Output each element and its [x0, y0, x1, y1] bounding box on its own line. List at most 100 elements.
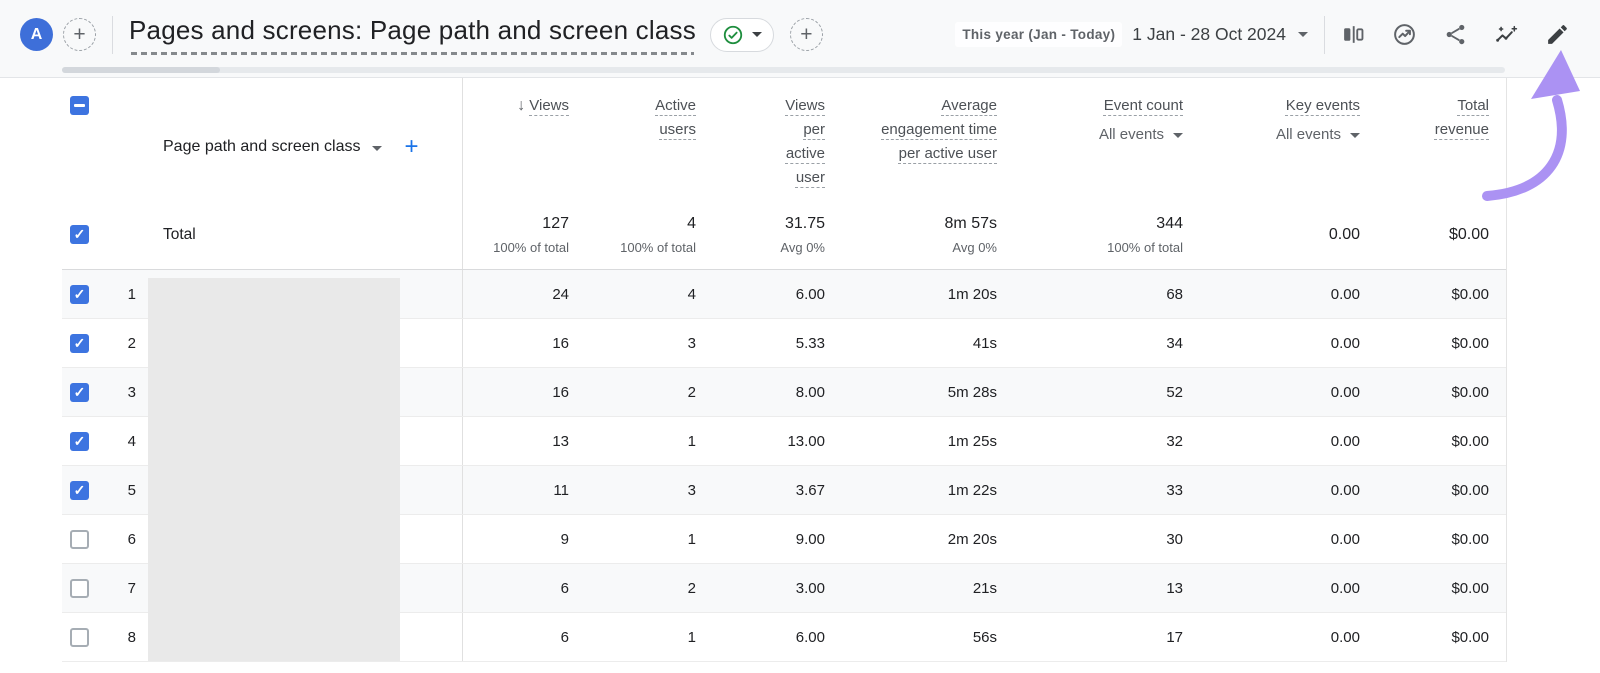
cell-views: 6: [560, 579, 569, 597]
key-events-filter-dropdown[interactable]: All events: [1197, 123, 1360, 147]
row-page-path: [149, 515, 463, 563]
check-circle-icon: [723, 25, 743, 44]
cell-key-events: 0.00: [1330, 383, 1360, 401]
row-checkbox-cell: [62, 284, 106, 304]
column-header-key-events[interactable]: Key events All events: [1197, 78, 1370, 200]
cell-avg-engagement: 41s: [972, 334, 997, 352]
sort-descending-icon: ↓: [517, 97, 526, 114]
cell-event-count: 52: [1166, 383, 1183, 401]
cell-key-events: 0.00: [1330, 579, 1360, 597]
cell-views-per-user: 8.00: [795, 383, 825, 401]
insights-icon[interactable]: [1392, 22, 1417, 47]
table-row: 8 6 1 6.00 56s 17 0.00 $0.00: [62, 613, 1506, 662]
cell-key-events: 0.00: [1330, 530, 1360, 548]
column-header-avg-engagement-time[interactable]: Average engagement time per active user: [881, 97, 997, 162]
column-header-views-per-active-user[interactable]: Views per active user: [785, 97, 825, 186]
add-card-button[interactable]: +: [789, 18, 823, 51]
row-index: 2: [127, 334, 136, 352]
total-views-per-active-user: 31.75 Avg 0%: [780, 214, 825, 255]
cell-event-count: 68: [1166, 285, 1183, 303]
cell-active-users: 1: [687, 530, 696, 548]
table-header-row: Page path and screen class + ↓ Views Acti…: [62, 78, 1506, 200]
cell-avg-engagement: 5m 28s: [947, 383, 997, 401]
header-divider: [112, 15, 113, 54]
select-all-checkbox[interactable]: [70, 96, 89, 116]
row-checkbox[interactable]: [70, 578, 89, 598]
row-checkbox[interactable]: [70, 480, 89, 500]
cell-views-per-user: 6.00: [795, 285, 825, 303]
row-index: 6: [127, 530, 136, 548]
row-index: 3: [127, 383, 136, 401]
row-index: 5: [127, 481, 136, 499]
date-range-selector[interactable]: 1 Jan - 28 Oct 2024: [1132, 24, 1286, 44]
comparison-icon[interactable]: [1341, 22, 1366, 47]
report-status-badge[interactable]: [709, 17, 774, 52]
row-checkbox-cell: [62, 382, 106, 402]
page-title: Pages and screens: Page path and screen …: [129, 15, 696, 55]
cell-event-count: 30: [1166, 530, 1183, 548]
cell-views: 11: [553, 481, 569, 499]
date-preset-label: This year (Jan - Today): [955, 22, 1123, 47]
cell-views-per-user: 3.67: [795, 481, 825, 499]
cell-revenue: $0.00: [1451, 530, 1489, 548]
row-page-path: [149, 564, 463, 612]
row-page-path: [149, 466, 463, 514]
table-row: 6 9 1 9.00 2m 20s 30 0.00 $0.00: [62, 515, 1506, 564]
total-views: 127 100% of total: [493, 214, 569, 255]
row-checkbox[interactable]: [70, 284, 89, 304]
dimension-header-cell: Page path and screen class +: [149, 78, 463, 200]
cell-key-events: 0.00: [1330, 628, 1360, 646]
cell-revenue: $0.00: [1451, 432, 1489, 450]
cell-key-events: 0.00: [1330, 481, 1360, 499]
horizontal-scrollbar[interactable]: [62, 67, 1505, 73]
dimension-header-label[interactable]: Page path and screen class: [163, 138, 361, 155]
insights-sparkle-icon[interactable]: [1494, 22, 1519, 47]
cell-active-users: 1: [687, 628, 696, 646]
column-header-views[interactable]: ↓ Views: [517, 97, 569, 114]
row-checkbox-cell: [62, 578, 106, 598]
cell-active-users: 2: [687, 383, 696, 401]
add-comparison-chip-button[interactable]: +: [63, 18, 96, 51]
cell-revenue: $0.00: [1451, 579, 1489, 597]
date-area: This year (Jan - Today) 1 Jan - 28 Oct 2…: [955, 15, 1570, 54]
row-page-path: [149, 319, 463, 367]
cell-active-users: 4: [687, 285, 696, 303]
cell-revenue: $0.00: [1451, 628, 1489, 646]
row-checkbox-cell: [62, 431, 106, 451]
total-checkbox[interactable]: [70, 225, 89, 244]
share-icon[interactable]: [1443, 22, 1468, 47]
row-checkbox[interactable]: [70, 333, 89, 353]
edit-icon[interactable]: [1545, 22, 1570, 47]
table-row: 2 16 3 5.33 41s 34 0.00 $0.00: [62, 319, 1506, 368]
cell-event-count: 32: [1166, 432, 1183, 450]
row-checkbox[interactable]: [70, 382, 89, 402]
table-row: 4 13 1 13.00 1m 25s 32 0.00 $0.00: [62, 417, 1506, 466]
avatar[interactable]: A: [20, 18, 53, 51]
table-total-row: Total 127 100% of total 4 100% of total …: [62, 200, 1506, 270]
row-checkbox[interactable]: [70, 627, 89, 647]
row-index: 7: [127, 579, 136, 597]
chevron-down-icon: [751, 32, 762, 37]
cell-views: 16: [552, 334, 569, 352]
chevron-down-icon[interactable]: [1298, 32, 1308, 37]
column-header-event-count[interactable]: Event count All events: [1001, 78, 1197, 200]
row-checkbox[interactable]: [70, 529, 89, 549]
column-header-total-revenue[interactable]: Total revenue: [1434, 97, 1489, 138]
chevron-down-icon[interactable]: [372, 145, 383, 151]
row-checkbox-cell: [62, 333, 106, 353]
cell-avg-engagement: 56s: [972, 628, 997, 646]
add-dimension-button[interactable]: +: [404, 133, 419, 160]
cell-views: 16: [552, 383, 569, 401]
event-count-filter-dropdown[interactable]: All events: [1001, 123, 1183, 147]
row-checkbox-cell: [62, 529, 106, 549]
app-header: A + Pages and screens: Page path and scr…: [0, 0, 1600, 78]
cell-views-per-user: 3.00: [795, 579, 825, 597]
cell-active-users: 2: [687, 579, 696, 597]
column-header-active-users[interactable]: Active users: [655, 97, 696, 138]
row-checkbox[interactable]: [70, 431, 89, 451]
total-key-events: 0.00: [1328, 225, 1360, 243]
cell-key-events: 0.00: [1330, 432, 1360, 450]
scrollbar-thumb[interactable]: [62, 67, 220, 73]
cell-revenue: $0.00: [1451, 481, 1489, 499]
row-index-header: [106, 78, 149, 200]
